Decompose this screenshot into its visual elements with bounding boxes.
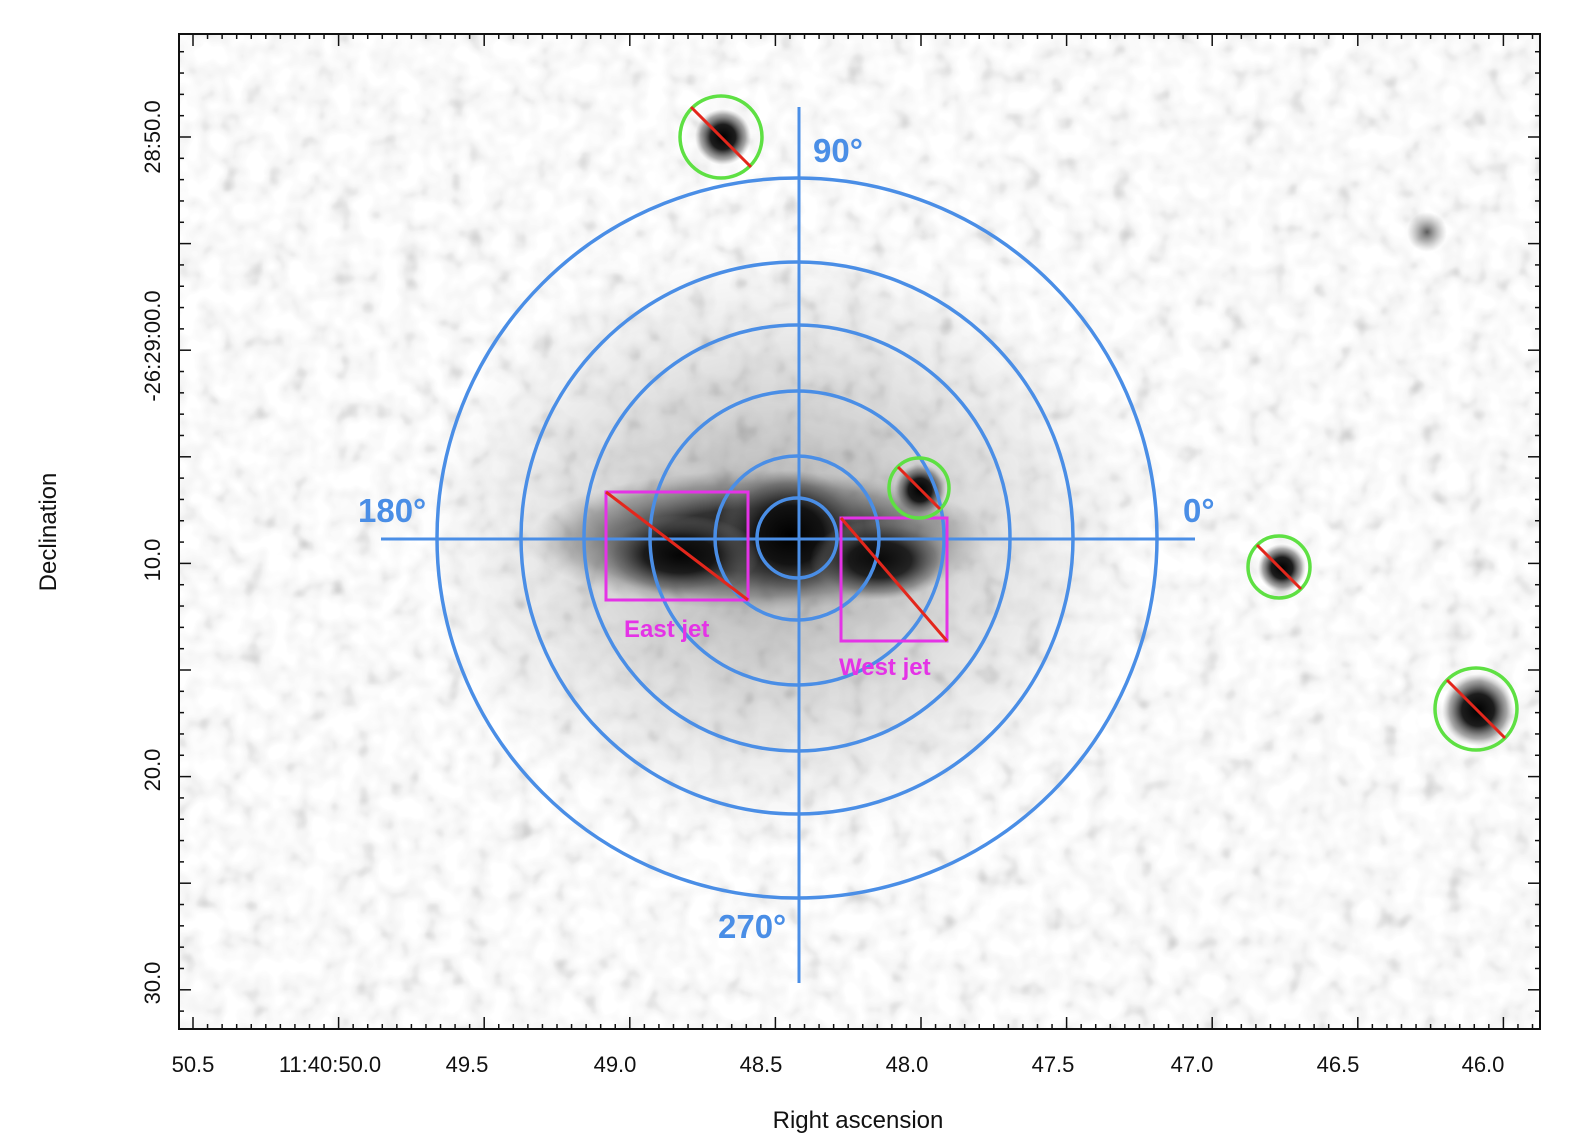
x-tick-label: 47.5 xyxy=(1032,1052,1075,1077)
source-region xyxy=(678,94,764,180)
x-tick-label: 46.5 xyxy=(1317,1052,1360,1077)
x-tick-label: 48.0 xyxy=(886,1052,929,1077)
x-axis-tick-labels: 50.5 11:40:50.0 49.5 49.0 48.5 48.0 47.5… xyxy=(172,1052,1505,1077)
y-tick-label: 30.0 xyxy=(140,962,165,1005)
angle-label-180: 180° xyxy=(358,492,426,529)
angle-label-90: 90° xyxy=(813,132,863,169)
x-tick-label: 49.5 xyxy=(446,1052,489,1077)
jet-exclusion-lines xyxy=(605,490,949,642)
axis-ticks xyxy=(179,34,1540,1029)
y-tick-label: 28:50.0 xyxy=(140,100,165,173)
excluded-sources xyxy=(678,94,1519,752)
y-tick-label: 10.0 xyxy=(140,539,165,582)
y-axis-tick-labels: 28:50.0 -26:29:00.0 10.0 20.0 30.0 xyxy=(140,100,165,1004)
east-jet-label: East jet xyxy=(624,616,709,643)
source-region xyxy=(887,456,951,520)
y-axis-title: Declination xyxy=(35,473,62,592)
x-tick-label: 49.0 xyxy=(594,1052,637,1077)
angle-label-0: 0° xyxy=(1183,492,1215,529)
source-region xyxy=(1246,534,1312,600)
x-tick-label: 50.5 xyxy=(172,1052,215,1077)
angle-label-270: 270° xyxy=(718,908,786,945)
x-tick-label: 48.5 xyxy=(740,1052,783,1077)
y-tick-label: -26:29:00.0 xyxy=(140,290,165,401)
plot-frame xyxy=(178,33,1541,1030)
x-axis-title: Right ascension xyxy=(773,1107,944,1134)
x-tick-label: 46.0 xyxy=(1462,1052,1505,1077)
west-jet-box xyxy=(839,516,949,643)
x-tick-label: 47.0 xyxy=(1171,1052,1214,1077)
source-region xyxy=(1433,666,1519,752)
crosshair xyxy=(381,107,1195,983)
west-jet-label: West jet xyxy=(839,654,931,681)
jet-regions xyxy=(604,490,949,643)
sky-image xyxy=(179,34,1540,1029)
x-tick-label: 11:40:50.0 xyxy=(279,1052,381,1077)
east-jet-box xyxy=(604,490,750,602)
y-tick-label: 20.0 xyxy=(140,749,165,792)
